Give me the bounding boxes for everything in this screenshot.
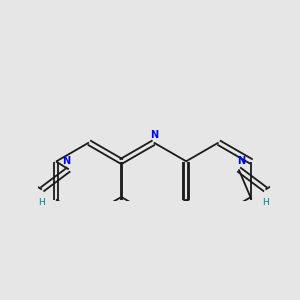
Text: N: N xyxy=(237,156,245,166)
Text: H: H xyxy=(262,198,269,207)
Text: N: N xyxy=(150,130,158,140)
Text: H: H xyxy=(39,198,45,207)
Text: N: N xyxy=(62,156,70,166)
